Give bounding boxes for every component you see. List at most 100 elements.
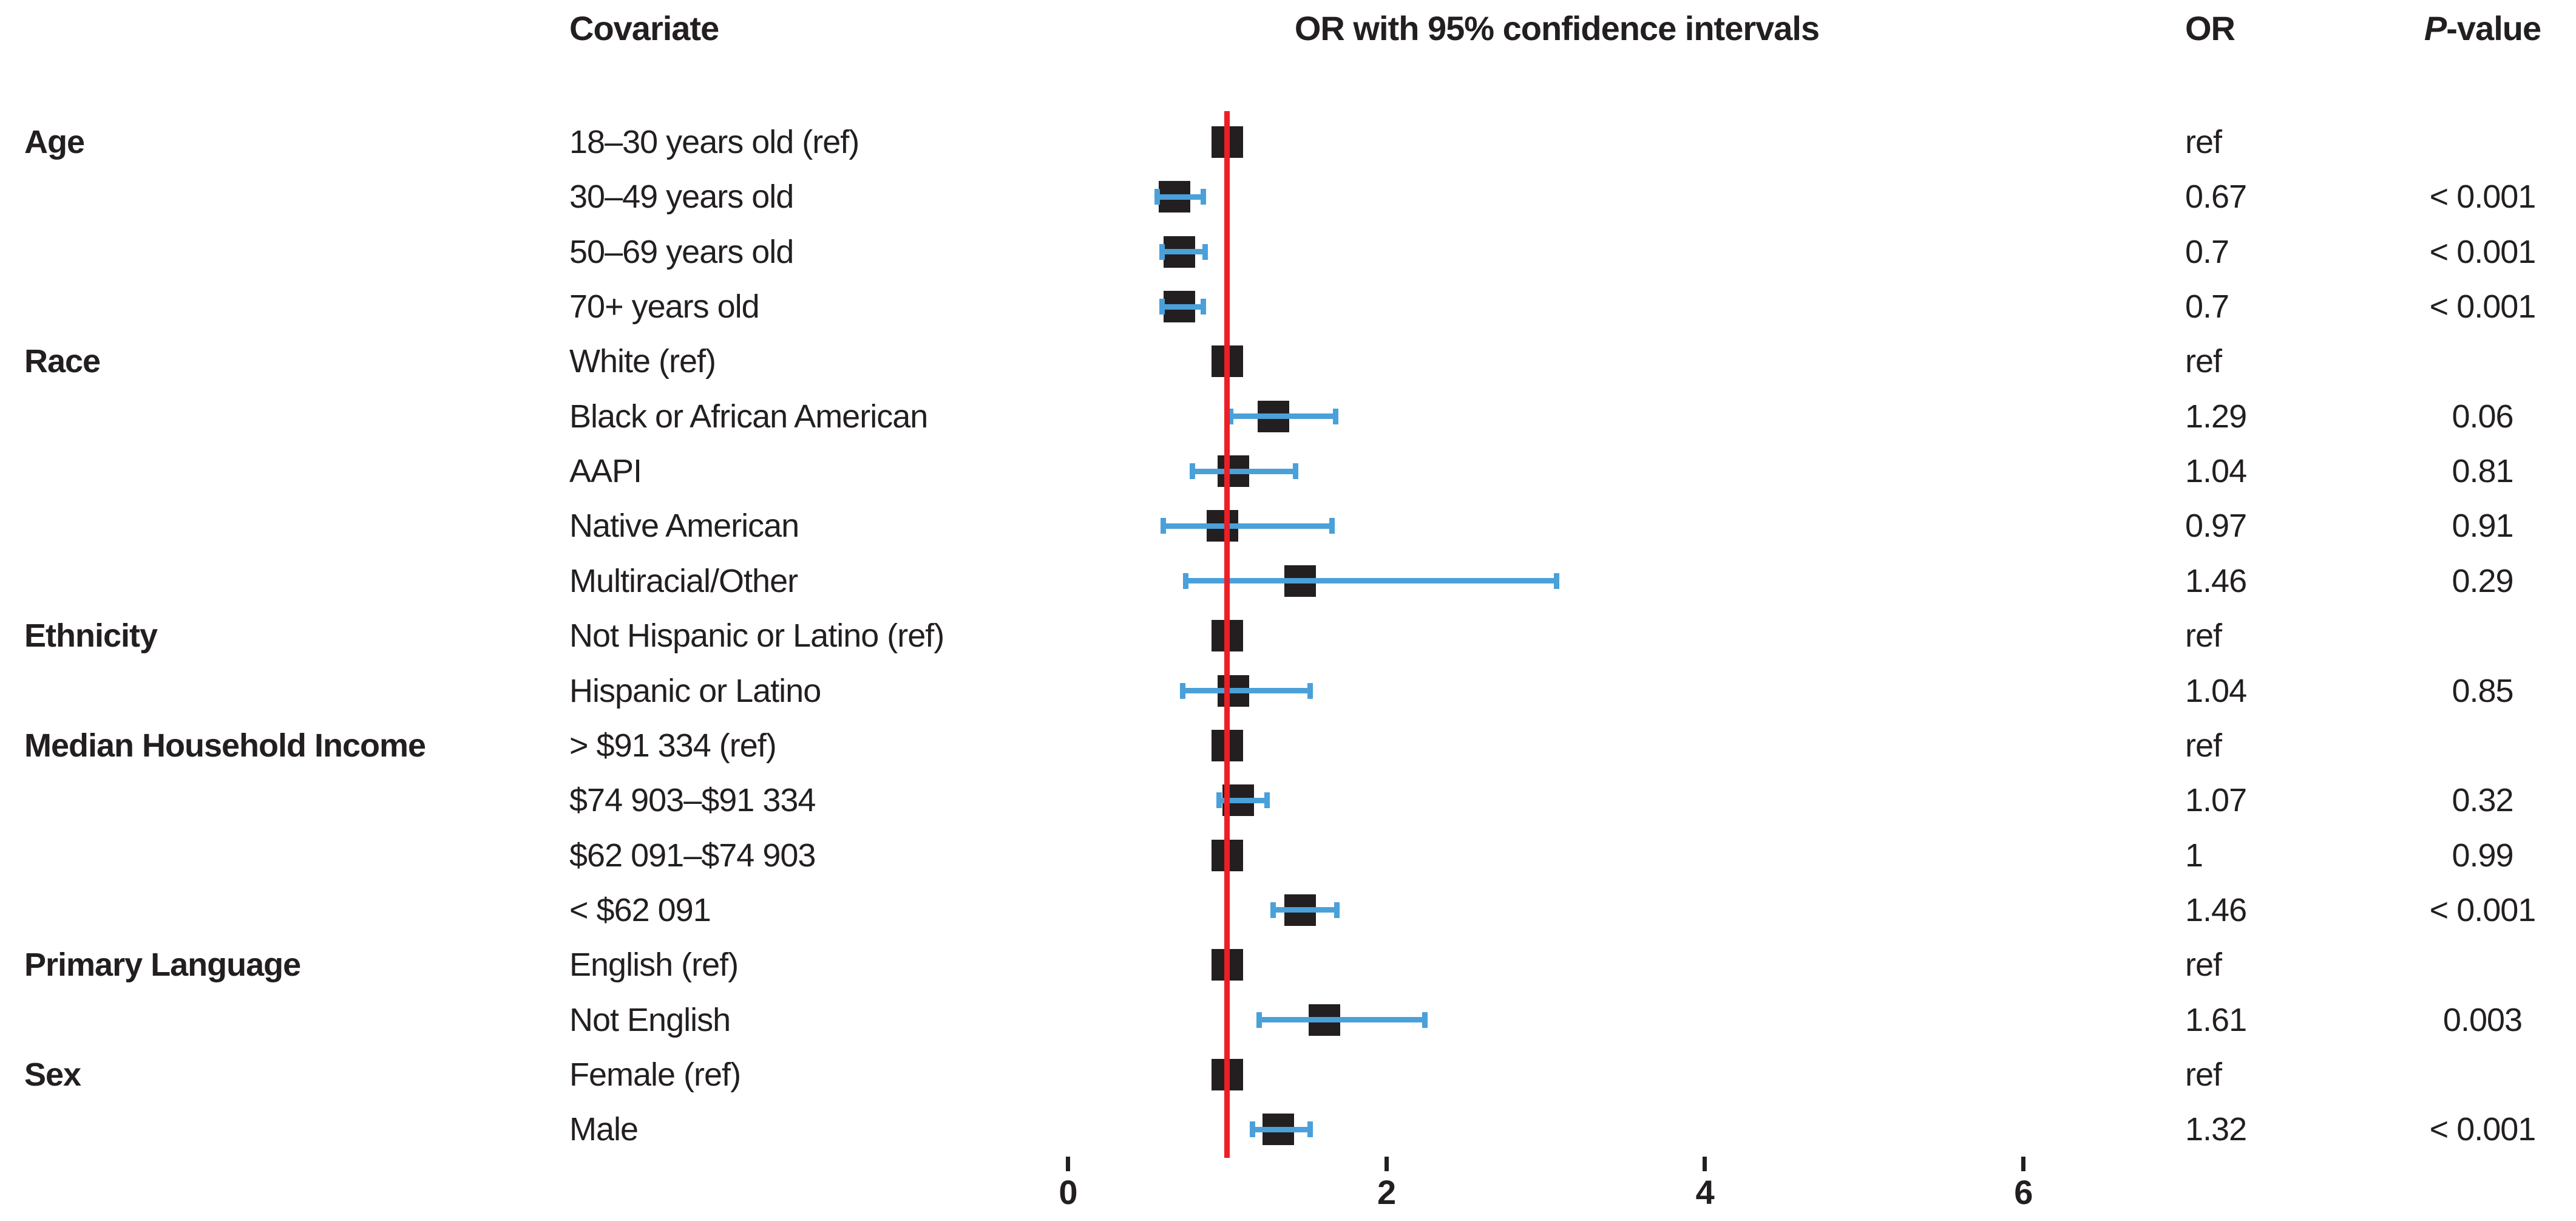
or-value: 0.7 bbox=[2185, 288, 2229, 325]
or-value: ref bbox=[2185, 947, 2222, 984]
covariate-label: AAPI bbox=[569, 453, 642, 490]
group-label: Sex bbox=[24, 1056, 81, 1093]
p-value: < 0.001 bbox=[2429, 1111, 2537, 1148]
covariate-label: Female (ref) bbox=[569, 1056, 741, 1093]
plot-column-header: OR with 95% confidence intervals bbox=[1294, 9, 1820, 47]
covariate-label: 18–30 years old (ref) bbox=[569, 124, 859, 160]
or-value: 1.04 bbox=[2185, 453, 2247, 490]
covariate-label: Black or African American bbox=[569, 398, 928, 435]
covariate-label: Native American bbox=[569, 508, 799, 545]
reference-line bbox=[1224, 111, 1230, 1158]
group-label: Median Household Income bbox=[24, 727, 426, 764]
ci-cap-low bbox=[1159, 299, 1165, 315]
covariate-label: 30–49 years old bbox=[569, 179, 794, 216]
or-value: 1.46 bbox=[2185, 562, 2247, 599]
ci-bar bbox=[1157, 194, 1204, 200]
group-label: Primary Language bbox=[24, 947, 301, 984]
pvalue-column-header: P-value bbox=[2398, 9, 2568, 49]
or-value: 0.7 bbox=[2185, 233, 2229, 270]
covariate-label: English (ref) bbox=[569, 947, 739, 984]
group-label: Ethnicity bbox=[24, 617, 158, 655]
ci-cap-low bbox=[1179, 682, 1185, 699]
ci-cap-high bbox=[1200, 189, 1206, 205]
covariate-column-header: Covariate bbox=[569, 9, 719, 47]
or-column-header: OR bbox=[2185, 9, 2235, 47]
group-label: Race bbox=[24, 343, 101, 380]
or-value: ref bbox=[2185, 124, 2222, 160]
ci-bar bbox=[1185, 578, 1557, 584]
or-value: ref bbox=[2185, 343, 2222, 380]
p-value: < 0.001 bbox=[2429, 233, 2537, 270]
or-value: 0.67 bbox=[2185, 179, 2247, 216]
ci-cap-high bbox=[1554, 573, 1560, 589]
covariate-label: Not English bbox=[569, 1001, 731, 1038]
axis-tick-label: 4 bbox=[1695, 1173, 1715, 1211]
ci-cap-low bbox=[1159, 243, 1165, 260]
p-value: 0.29 bbox=[2452, 562, 2513, 599]
pvalue-header-suffix: -value bbox=[2446, 9, 2541, 47]
ci-bar bbox=[1219, 797, 1267, 803]
ci-cap-low bbox=[1216, 792, 1222, 809]
covariate-label: < $62 091 bbox=[569, 891, 711, 928]
ci-cap-high bbox=[1307, 682, 1313, 699]
p-value: 0.85 bbox=[2452, 672, 2513, 709]
covariate-label: > $91 334 (ref) bbox=[569, 727, 777, 764]
ci-cap-high bbox=[1202, 243, 1208, 260]
ci-cap-low bbox=[1270, 902, 1276, 918]
p-value: < 0.001 bbox=[2429, 179, 2537, 216]
or-value: 1.07 bbox=[2185, 782, 2247, 819]
axis-tick bbox=[1384, 1157, 1389, 1171]
covariate-label: 50–69 years old bbox=[569, 233, 794, 270]
p-value: 0.81 bbox=[2452, 453, 2513, 490]
p-value: 0.99 bbox=[2452, 837, 2513, 874]
or-value: 1.46 bbox=[2185, 891, 2247, 928]
p-value: 0.06 bbox=[2452, 398, 2513, 435]
ci-bar bbox=[1182, 688, 1310, 693]
covariate-label: Multiracial/Other bbox=[569, 562, 798, 599]
pvalue-header-italic-p: P bbox=[2424, 9, 2447, 47]
or-value: 1.61 bbox=[2185, 1001, 2247, 1038]
ci-bar bbox=[1273, 907, 1337, 913]
p-value: 0.32 bbox=[2452, 782, 2513, 819]
ci-cap-low bbox=[1183, 573, 1189, 589]
p-value: 0.003 bbox=[2442, 1001, 2523, 1038]
ci-cap-low bbox=[1189, 463, 1195, 480]
axis-tick bbox=[1066, 1157, 1070, 1171]
ci-cap-low bbox=[1227, 408, 1233, 424]
or-value: 1.32 bbox=[2185, 1111, 2247, 1148]
ci-bar bbox=[1252, 1126, 1310, 1132]
covariate-label: Hispanic or Latino bbox=[569, 672, 821, 709]
or-value: ref bbox=[2185, 617, 2222, 655]
group-label: Age bbox=[24, 124, 85, 160]
p-value: 0.91 bbox=[2452, 508, 2513, 545]
covariate-label: 70+ years old bbox=[569, 288, 760, 325]
ci-bar bbox=[1163, 523, 1332, 529]
or-value: ref bbox=[2185, 727, 2222, 764]
ci-bar bbox=[1230, 413, 1336, 420]
ci-bar bbox=[1259, 1017, 1425, 1023]
covariate-label: $62 091–$74 903 bbox=[569, 837, 816, 874]
or-value: ref bbox=[2185, 1056, 2222, 1093]
p-value: < 0.001 bbox=[2429, 891, 2537, 928]
ci-cap-high bbox=[1329, 518, 1335, 534]
ci-bar bbox=[1192, 468, 1296, 474]
ci-cap-low bbox=[1256, 1012, 1262, 1028]
covariate-label: Male bbox=[569, 1111, 639, 1148]
or-value: 1.04 bbox=[2185, 672, 2247, 709]
covariate-label: White (ref) bbox=[569, 343, 716, 380]
axis-tick-label: 2 bbox=[1377, 1173, 1396, 1211]
or-value: 1.29 bbox=[2185, 398, 2247, 435]
or-value: 0.97 bbox=[2185, 508, 2247, 545]
ci-cap-high bbox=[1200, 299, 1206, 315]
ci-cap-high bbox=[1332, 408, 1338, 424]
ci-cap-high bbox=[1307, 1121, 1313, 1138]
ci-cap-high bbox=[1334, 902, 1340, 918]
ci-bar bbox=[1162, 249, 1205, 255]
ci-cap-low bbox=[1250, 1121, 1256, 1138]
axis-tick-label: 6 bbox=[2014, 1173, 2033, 1211]
ci-cap-high bbox=[1422, 1012, 1428, 1028]
axis-tick-label: 0 bbox=[1059, 1173, 1077, 1211]
axis-tick bbox=[1703, 1157, 1707, 1171]
ci-cap-high bbox=[1264, 792, 1270, 809]
